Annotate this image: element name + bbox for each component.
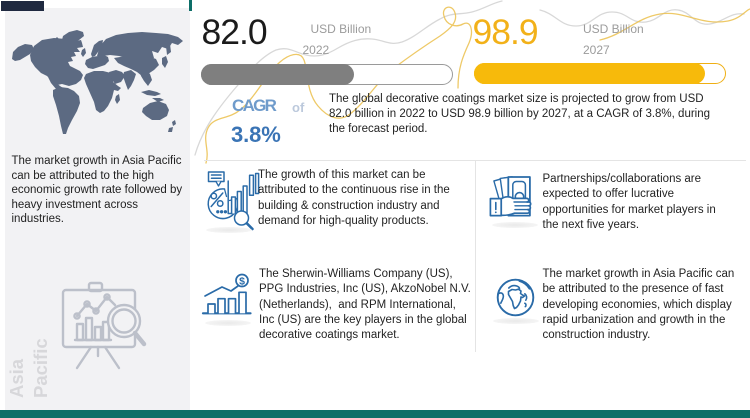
- svg-text:$: $: [239, 275, 245, 287]
